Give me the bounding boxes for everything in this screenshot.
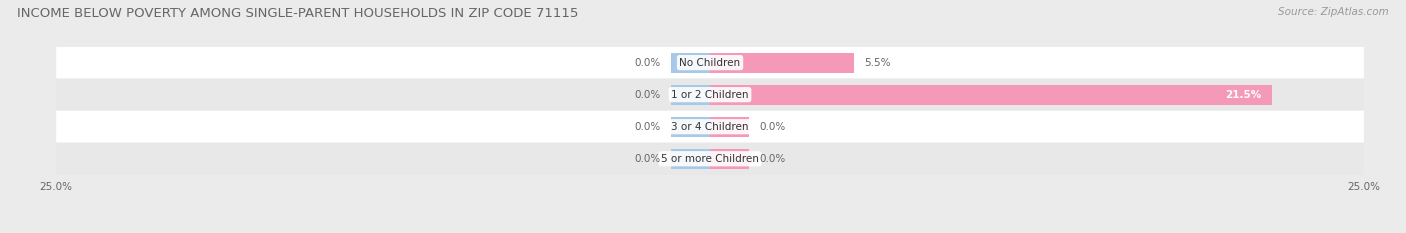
Text: 0.0%: 0.0% — [759, 122, 786, 132]
Text: 21.5%: 21.5% — [1226, 90, 1261, 100]
Text: 3 or 4 Children: 3 or 4 Children — [671, 122, 749, 132]
Text: INCOME BELOW POVERTY AMONG SINGLE-PARENT HOUSEHOLDS IN ZIP CODE 71115: INCOME BELOW POVERTY AMONG SINGLE-PARENT… — [17, 7, 578, 20]
FancyBboxPatch shape — [56, 143, 1364, 175]
Text: 0.0%: 0.0% — [634, 154, 661, 164]
Bar — [671, 53, 710, 72]
Text: 0.0%: 0.0% — [759, 154, 786, 164]
FancyBboxPatch shape — [56, 111, 1364, 143]
FancyBboxPatch shape — [56, 47, 1364, 79]
Bar — [710, 85, 1272, 105]
Bar — [671, 85, 710, 105]
FancyBboxPatch shape — [56, 79, 1364, 111]
Text: No Children: No Children — [679, 58, 741, 68]
Bar — [671, 149, 710, 169]
Text: Source: ZipAtlas.com: Source: ZipAtlas.com — [1278, 7, 1389, 17]
Bar — [671, 117, 710, 137]
Text: 1 or 2 Children: 1 or 2 Children — [671, 90, 749, 100]
Text: 0.0%: 0.0% — [634, 90, 661, 100]
Text: 0.0%: 0.0% — [634, 122, 661, 132]
Text: 0.0%: 0.0% — [634, 58, 661, 68]
Bar — [710, 53, 853, 72]
Bar — [710, 117, 749, 137]
Text: 5.5%: 5.5% — [865, 58, 891, 68]
Bar — [710, 149, 749, 169]
Text: 5 or more Children: 5 or more Children — [661, 154, 759, 164]
